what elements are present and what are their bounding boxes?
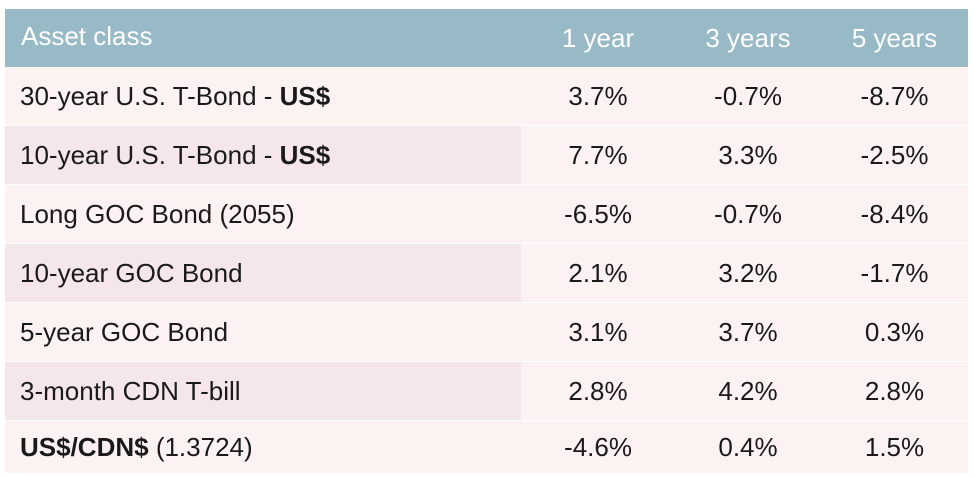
asset-currency-pair: US$/CDN$ [20,431,149,462]
asset-label: 10-year U.S. T-Bond - [20,139,280,170]
header-row: Asset class 1 year 3 years 5 years [5,9,968,67]
return-3-years: 3.3% [675,125,821,185]
asset-cell: 10-year U.S. T-Bond - US$ [5,125,521,185]
asset-cell: 30-year U.S. T-Bond - US$ [5,67,521,126]
header-asset-class: Asset class [5,9,521,67]
return-1-year: 3.1% [521,302,675,362]
asset-currency: US$ [279,80,331,111]
table-row: Long GOC Bond (2055) -6.5% -0.7% -8.4% [5,184,968,244]
asset-label: (1.3724) [148,431,253,462]
return-3-years: -0.7% [675,67,821,126]
return-5-years: -8.7% [821,67,968,126]
asset-cell: 5-year GOC Bond [5,302,521,362]
header-1-year: 1 year [521,9,675,67]
header-5-years: 5 years [821,9,968,67]
return-3-years: 4.2% [675,361,821,421]
returns-table: Asset class 1 year 3 years 5 years 30-ye… [5,9,968,473]
return-1-year: 3.7% [521,67,675,126]
return-5-years: -1.7% [821,243,968,303]
asset-currency: US$ [279,139,331,170]
table-row: 30-year U.S. T-Bond - US$ 3.7% -0.7% -8.… [5,67,968,126]
return-5-years: -2.5% [821,125,968,185]
return-5-years: 0.3% [821,302,968,362]
return-5-years: 1.5% [821,420,968,473]
return-3-years: -0.7% [675,184,821,244]
asset-cell: 3-month CDN T-bill [5,361,521,421]
table-row: US$/CDN$ (1.3724) -4.6% 0.4% 1.5% [5,420,968,473]
table-row: 10-year U.S. T-Bond - US$ 7.7% 3.3% -2.5… [5,125,968,185]
return-3-years: 0.4% [675,420,821,473]
return-1-year: 2.8% [521,361,675,421]
table-row: 10-year GOC Bond 2.1% 3.2% -1.7% [5,243,968,303]
table-row: 3-month CDN T-bill 2.8% 4.2% 2.8% [5,361,968,421]
asset-cell: 10-year GOC Bond [5,243,521,303]
return-1-year: -6.5% [521,184,675,244]
return-5-years: 2.8% [821,361,968,421]
return-3-years: 3.2% [675,243,821,303]
return-3-years: 3.7% [675,302,821,362]
asset-label: 30-year U.S. T-Bond - [20,80,280,111]
header-3-years: 3 years [675,9,821,67]
asset-cell: US$/CDN$ (1.3724) [5,420,521,473]
return-1-year: 7.7% [521,125,675,185]
return-5-years: -8.4% [821,184,968,244]
asset-cell: Long GOC Bond (2055) [5,184,521,244]
table-row: 5-year GOC Bond 3.1% 3.7% 0.3% [5,302,968,362]
return-1-year: 2.1% [521,243,675,303]
return-1-year: -4.6% [521,420,675,473]
